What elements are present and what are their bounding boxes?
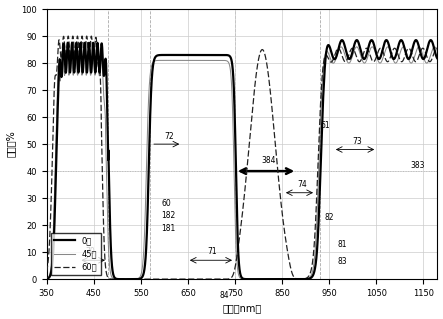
45度 — [44, 277, 49, 280]
Text: 383: 383 — [410, 161, 425, 170]
X-axis label: 波长（nm）: 波长（nm） — [222, 303, 262, 314]
Text: 83: 83 — [338, 257, 347, 266]
45度 — [328, 57, 333, 61]
Text: 74: 74 — [297, 180, 307, 189]
Text: 181: 181 — [161, 224, 175, 233]
Text: 182: 182 — [161, 211, 175, 220]
0度 — [435, 57, 440, 61]
0度 — [266, 277, 272, 281]
60度 — [435, 47, 440, 50]
0度 — [423, 53, 428, 57]
0度 — [211, 53, 217, 57]
0度 — [328, 48, 333, 52]
45度 — [229, 100, 235, 103]
Text: 71: 71 — [208, 247, 217, 256]
Text: 73: 73 — [353, 137, 362, 146]
Text: 70: 70 — [85, 247, 95, 256]
Text: 60: 60 — [161, 199, 171, 208]
60度 — [328, 60, 334, 64]
45度 — [211, 58, 217, 62]
Legend: 0度, 45度, 60度: 0度, 45度, 60度 — [51, 233, 101, 275]
45度 — [435, 50, 440, 54]
45度 — [208, 58, 214, 62]
0度 — [404, 53, 409, 56]
Text: 81: 81 — [338, 240, 347, 249]
60度 — [208, 277, 214, 281]
45度 — [264, 277, 269, 281]
Text: 61: 61 — [321, 121, 330, 130]
60度 — [211, 277, 217, 281]
Text: 84: 84 — [220, 291, 229, 300]
60度 — [143, 277, 148, 281]
Line: 60度: 60度 — [47, 36, 437, 279]
60度 — [79, 34, 85, 38]
0度 — [44, 277, 49, 281]
45度 — [423, 60, 428, 64]
60度 — [230, 274, 235, 278]
60度 — [423, 51, 428, 55]
Text: 72: 72 — [164, 132, 174, 141]
Text: 384: 384 — [261, 156, 276, 165]
Line: 0度: 0度 — [47, 40, 437, 279]
0度 — [229, 63, 235, 67]
0度 — [369, 38, 374, 42]
Line: 45度: 45度 — [47, 47, 437, 279]
0度 — [208, 53, 214, 57]
Text: 82: 82 — [324, 213, 334, 222]
Y-axis label: 透射率%: 透射率% — [6, 131, 16, 158]
45度 — [404, 50, 409, 54]
45度 — [385, 45, 390, 49]
60度 — [44, 270, 49, 274]
60度 — [404, 50, 409, 54]
